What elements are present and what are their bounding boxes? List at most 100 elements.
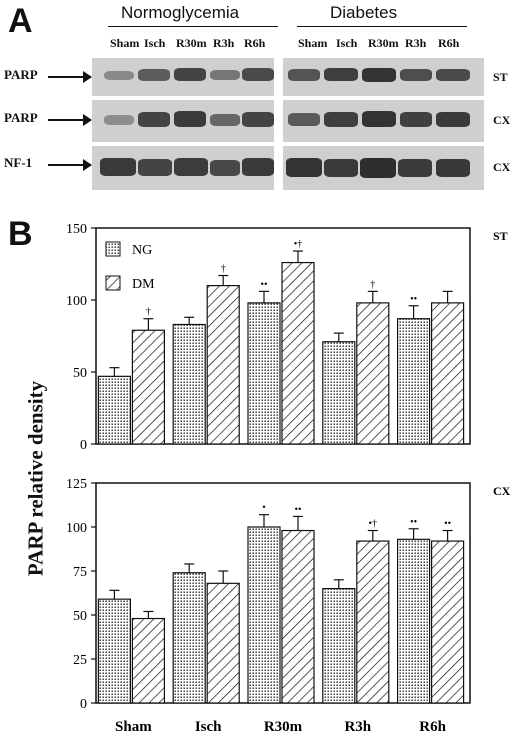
blot-row-2-arrow [48,114,92,126]
band [324,68,358,81]
lane-dm-r3h: R3h [405,36,427,50]
bar-ng [322,587,356,704]
bar-ng [172,572,206,704]
band [286,158,322,177]
chart-region-label: ST [493,229,508,243]
lane-ng-isch: Isch [144,36,166,50]
blot-row-3-label: NF-1 [4,155,33,170]
bar-dm [356,540,390,704]
band [104,115,134,125]
band [324,112,358,127]
band [288,69,320,81]
band [436,112,470,127]
significance-marker: † [221,264,226,275]
band [400,112,432,127]
band [104,71,134,80]
bar-dm [281,529,315,704]
group-diabetes: Diabetes [330,3,398,22]
significance-marker: •• [260,279,267,290]
band [210,160,240,176]
band [138,112,170,127]
bar-ng [247,526,281,704]
band [138,159,172,176]
blot-row-2-label: PARP [4,110,38,125]
band [100,158,136,176]
bar-dm [356,302,390,445]
panel-b-letter: B [8,215,33,253]
lane-dm-r6h: R6h [438,36,460,50]
x-tick-label: Isch [195,719,222,735]
blot-row-1-arrow [48,71,92,83]
blot-row-3-region: CX [493,160,511,174]
legend-label-ng: NG [132,243,152,258]
bar-dm [131,617,165,704]
blot-row-2-region: CX [493,113,511,127]
blot-row-1 [92,58,484,96]
significance-marker: • [262,503,266,514]
x-tick-label: Sham [115,719,152,735]
band [362,111,396,127]
lane-ng-sham: Sham [110,36,140,50]
lane-ng-r30m: R30m [176,36,207,50]
lane-ng-r3h: R3h [213,36,235,50]
group-normoglycemia-rule [108,26,278,27]
significance-marker: •• [410,294,417,305]
blot-row-3 [92,146,484,190]
band [138,69,170,81]
x-tick-label: R6h [419,719,446,735]
bar-dm [431,302,465,445]
blot-row-1-label: PARP [4,67,38,82]
bar-dm [281,261,315,445]
band [210,70,240,80]
band [210,114,240,126]
y-tick-label: 0 [80,697,87,712]
significance-marker: •• [294,504,301,515]
band [288,113,320,126]
bar-ng [97,375,132,445]
bar-ng [247,302,281,445]
lane-dm-r30m: R30m [368,36,399,50]
significance-marker: •• [444,519,451,530]
bar-ng [97,598,132,704]
bar-ng [322,341,356,445]
band [174,68,206,81]
lane-dm-isch: Isch [336,36,358,50]
legend-swatch-dm [105,275,121,291]
band [360,158,396,178]
chart-region-label: CX [493,484,511,498]
band [362,68,396,82]
lane-ng-r6h: R6h [244,36,266,50]
y-tick-label: 100 [66,521,87,536]
blot-row-1-region: ST [493,70,508,84]
bar-dm [206,285,240,445]
y-tick-label: 0 [80,438,87,453]
y-tick-label: 25 [73,653,87,668]
blot-row-2 [92,100,484,142]
x-tick-label: R3h [344,719,371,735]
band [436,159,470,177]
band [398,159,432,177]
legend-swatch-ng [105,241,121,257]
significance-marker: •• [410,517,417,528]
band [174,111,206,127]
band [242,112,274,127]
significance-marker: •† [294,239,303,250]
group-normoglycemia: Normoglycemia [121,3,240,22]
y-tick-label: 100 [66,294,87,309]
band [400,69,432,81]
significance-marker: † [370,279,375,290]
blot-row-3-arrow [48,159,92,171]
band [324,159,358,177]
y-tick-label: 125 [66,477,87,492]
band [242,158,274,176]
bar-dm [131,329,165,445]
blot-row-3-gap [274,146,283,190]
x-tick-label: R30m [264,719,303,735]
y-tick-label: 150 [66,222,87,237]
significance-marker: •† [369,519,378,530]
y-tick-label: 50 [73,609,87,624]
blot-row-1-gap [274,58,283,96]
significance-marker: † [146,307,151,318]
y-tick-label: 50 [73,366,87,381]
